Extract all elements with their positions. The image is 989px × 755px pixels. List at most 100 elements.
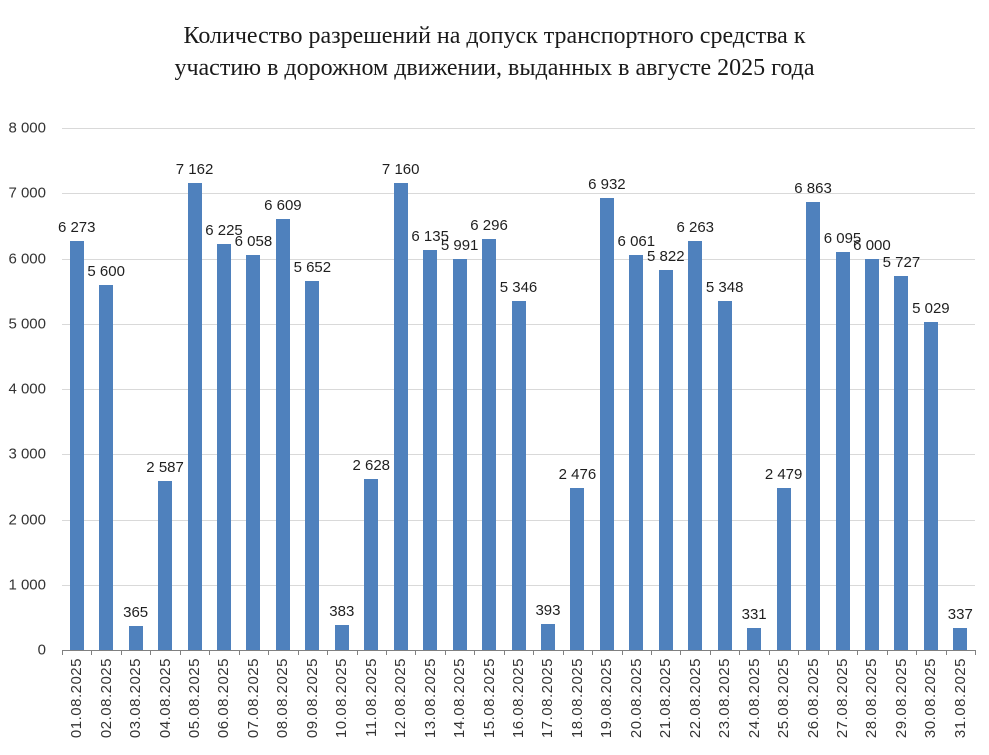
bar-slot: 331 <box>739 128 768 650</box>
y-axis-labels: 0 1 000 2 000 3 000 4 000 5 000 6 000 7 000 8 00… <box>0 120 54 659</box>
bar-slot: 7 162 <box>176 128 213 650</box>
x-axis-tick <box>179 650 181 655</box>
x-label-slot: 11.08.2025 <box>357 658 386 738</box>
bar <box>570 488 585 650</box>
x-axis-tick <box>651 650 653 655</box>
chart-title: Количество разрешений на допуск транспор… <box>0 20 989 84</box>
x-axis-label: 25.08.2025 <box>775 658 793 739</box>
x-axis-label: 18.08.2025 <box>568 658 586 739</box>
bar-value-label: 5 991 <box>440 237 479 255</box>
bar-slot: 5 348 <box>706 128 743 650</box>
bar-slot: 6 273 <box>58 128 95 650</box>
bar <box>305 281 320 650</box>
x-axis-label: 02.08.2025 <box>97 658 115 739</box>
bar-slot: 5 600 <box>87 128 125 650</box>
bar-slot: 6 863 <box>794 128 832 650</box>
x-axis-tick <box>857 650 859 655</box>
bar-slot: 6 263 <box>676 128 714 650</box>
x-axis-label: 17.08.2025 <box>539 658 557 739</box>
bar-value-label: 6 273 <box>57 218 96 236</box>
x-axis-label: 04.08.2025 <box>156 658 174 739</box>
x-label-slot: 20.08.2025 <box>622 658 651 738</box>
x-label-slot: 05.08.2025 <box>180 658 209 738</box>
x-label-slot: 10.08.2025 <box>327 658 356 738</box>
x-axis-label: 27.08.2025 <box>834 658 851 739</box>
y-axis-label: 4 000 <box>8 380 46 398</box>
x-axis-tick <box>709 650 711 655</box>
x-axis-ticks <box>62 650 976 655</box>
x-label-slot: 12.08.2025 <box>386 658 415 738</box>
bar <box>69 240 84 650</box>
bar-slot: 5 727 <box>883 128 920 650</box>
x-axis-label: 11.08.2025 <box>362 658 380 737</box>
x-axis-tick <box>592 650 594 655</box>
bar <box>806 202 821 650</box>
bar <box>599 197 614 650</box>
bar <box>393 182 408 650</box>
bar-value-label: 393 <box>535 602 561 620</box>
x-axis-label: 13.08.2025 <box>421 658 439 739</box>
x-label-slot: 28.08.2025 <box>857 658 886 738</box>
bar-slot: 5 991 <box>441 128 478 650</box>
x-axis-tick <box>827 650 829 655</box>
x-axis-tick <box>798 650 800 655</box>
gridline <box>62 193 975 195</box>
x-label-slot: 09.08.2025 <box>298 658 327 738</box>
bar-slot: 2 587 <box>146 128 184 650</box>
bar-value-label: 6 095 <box>823 230 862 248</box>
bar <box>540 624 555 650</box>
bar-value-label: 6 058 <box>234 232 273 250</box>
bar <box>246 254 261 650</box>
bar-value-label: 6 061 <box>617 232 656 250</box>
bar <box>864 258 879 650</box>
bar-slot: 6 296 <box>470 128 508 650</box>
bar-slot: 6 135 <box>411 128 449 650</box>
bar <box>452 259 467 650</box>
x-axis-label: 21.08.2025 <box>657 658 675 739</box>
bar-value-label: 5 348 <box>705 279 744 297</box>
bar <box>688 241 703 650</box>
x-label-slot: 21.08.2025 <box>651 658 680 738</box>
x-axis-tick <box>503 650 505 655</box>
x-axis-tick <box>886 650 888 655</box>
bar-value-label: 2 587 <box>146 459 184 477</box>
x-axis-label: 31.08.2025 <box>951 658 969 739</box>
x-axis-label: 05.08.2025 <box>186 658 204 739</box>
x-label-slot: 31.08.2025 <box>946 658 975 738</box>
bar-slot: 383 <box>327 128 356 650</box>
bar-slot: 6 000 <box>853 128 891 650</box>
y-axis-label: 5 000 <box>8 315 46 333</box>
x-axis-tick <box>385 650 387 655</box>
x-axis-tick <box>562 650 564 655</box>
x-axis-label: 22.08.2025 <box>686 658 704 739</box>
x-axis-tick <box>916 650 918 655</box>
bar-slot: 2 628 <box>352 128 390 650</box>
x-label-slot: 16.08.2025 <box>504 658 533 738</box>
x-label-slot: 25.08.2025 <box>769 658 798 738</box>
bar-value-label: 5 600 <box>87 262 125 280</box>
x-label-slot: 15.08.2025 <box>474 658 503 738</box>
x-axis-label: 20.08.2025 <box>627 658 645 739</box>
bar-value-label: 5 822 <box>647 248 685 266</box>
x-label-slot: 04.08.2025 <box>150 658 179 738</box>
bar-value-label: 6 863 <box>794 180 832 198</box>
x-label-slot: 27.08.2025 <box>828 658 857 738</box>
x-axis-tick <box>444 650 446 655</box>
bar-value-label: 365 <box>123 604 149 622</box>
bar <box>423 249 438 650</box>
bar <box>482 239 497 650</box>
x-axis-tick <box>62 650 63 655</box>
bar-value-label: 6 135 <box>411 227 449 245</box>
bar-slot: 6 932 <box>588 128 626 650</box>
chart-title-line-1: Количество разрешений на допуск транспор… <box>183 23 806 49</box>
x-axis-tick <box>533 650 535 655</box>
bar-value-label: 6 263 <box>676 219 715 237</box>
bar-slot: 5 346 <box>500 128 537 650</box>
bar-value-label: 5 029 <box>912 299 950 317</box>
bar-value-label: 7 160 <box>381 160 420 178</box>
x-axis-label: 15.08.2025 <box>480 658 498 739</box>
x-axis-label: 03.08.2025 <box>127 658 145 739</box>
x-axis-tick <box>680 650 682 655</box>
bar <box>99 284 114 650</box>
x-axis-tick <box>238 650 240 655</box>
